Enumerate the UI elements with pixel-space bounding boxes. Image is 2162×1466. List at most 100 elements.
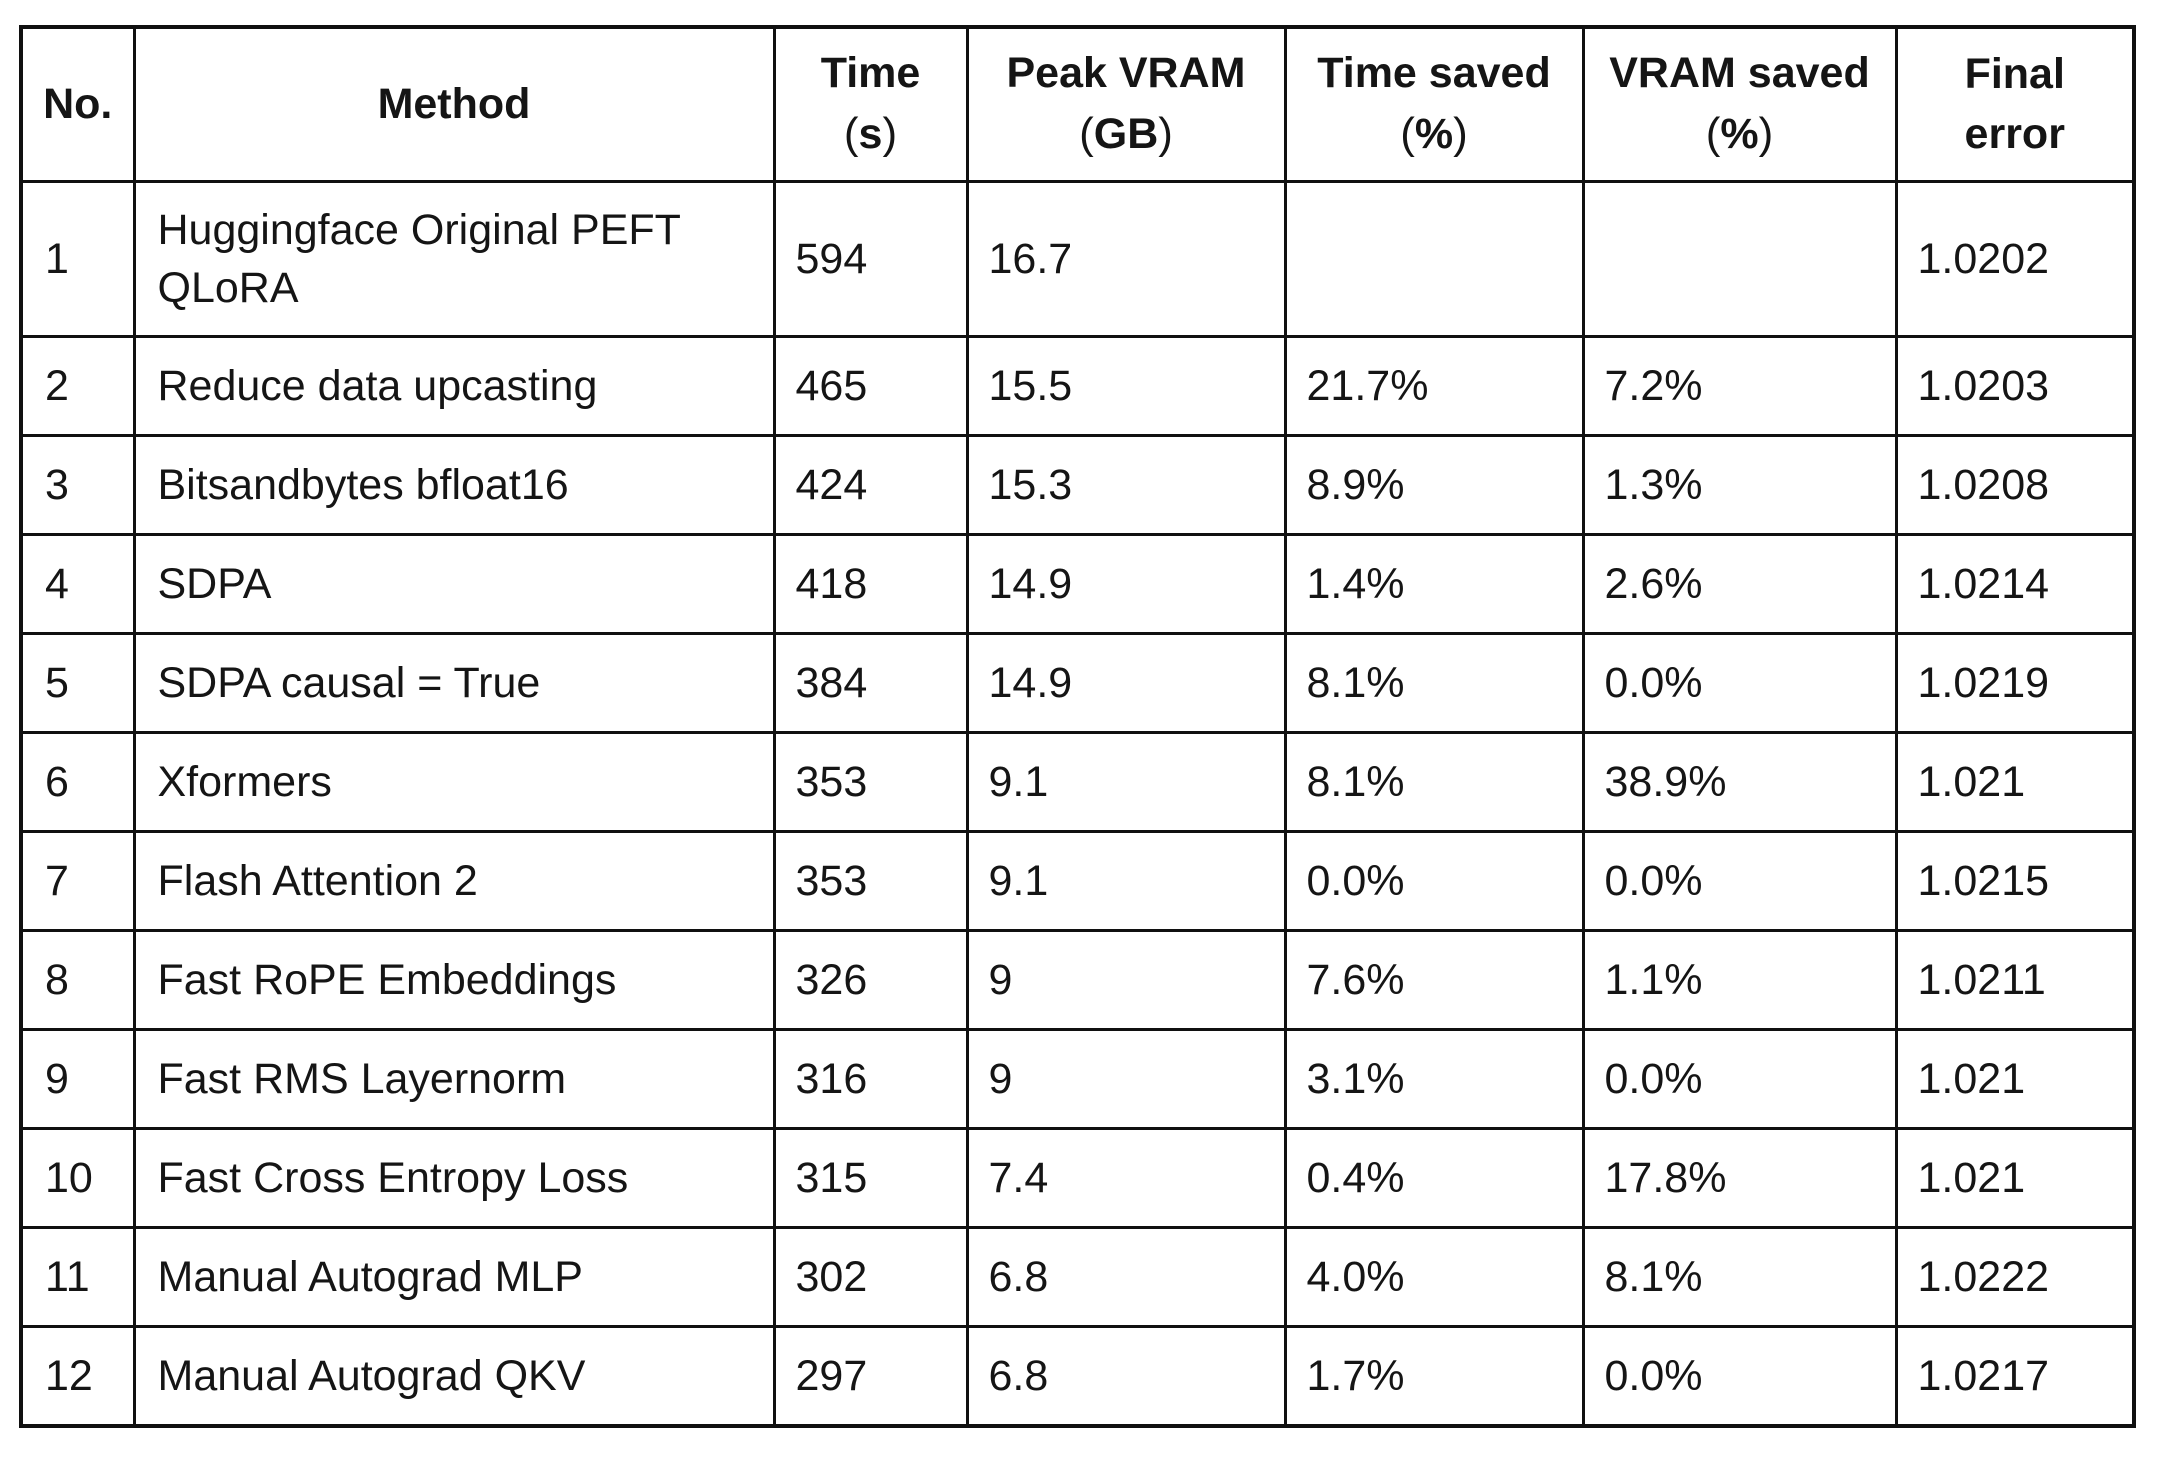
open-paren: (	[1079, 108, 1094, 158]
col-header-method: Method	[132, 25, 776, 183]
cell-vram-saved: 1.3%	[1581, 434, 1898, 536]
cell-no: 4	[19, 533, 136, 635]
cell-final-error: 1.021	[1894, 1028, 2136, 1130]
cell-time: 594	[772, 180, 969, 338]
cell-no: 3	[19, 434, 136, 536]
col-header-peak-vram-unit: (GB)	[975, 104, 1278, 165]
col-header-time-saved-unit: (%)	[1293, 104, 1576, 165]
table-row: 1 Huggingface Original PEFT QLoRA 594 16…	[19, 180, 2136, 338]
cell-method: Bitsandbytes bfloat16	[132, 434, 776, 536]
cell-time: 316	[772, 1028, 969, 1130]
col-header-vram-saved: VRAM saved (%)	[1581, 25, 1898, 183]
table-row: 3 Bitsandbytes bfloat16 424 15.3 8.9% 1.…	[19, 434, 2136, 536]
col-header-time-label: Time	[820, 49, 921, 98]
close-paren: )	[1158, 108, 1173, 158]
cell-final-error: 1.021	[1894, 731, 2136, 833]
cell-time-saved: 1.7%	[1283, 1325, 1585, 1428]
cell-time: 465	[772, 335, 969, 437]
cell-method: Fast RoPE Embeddings	[132, 929, 776, 1031]
cell-peak-vram: 6.8	[965, 1226, 1287, 1328]
cell-method: Manual Autograd MLP	[132, 1226, 776, 1328]
cell-peak-vram: 15.3	[965, 434, 1287, 536]
col-header-time-unit: (s)	[782, 104, 960, 165]
cell-vram-saved: 38.9%	[1581, 731, 1898, 833]
table-row: 12 Manual Autograd QKV 297 6.8 1.7% 0.0%…	[19, 1325, 2136, 1428]
col-header-vram-saved-label: VRAM saved	[1609, 49, 1870, 98]
cell-vram-saved: 7.2%	[1581, 335, 1898, 437]
cell-method: Xformers	[132, 731, 776, 833]
cell-vram-saved: 1.1%	[1581, 929, 1898, 1031]
cell-method: Flash Attention 2	[132, 830, 776, 932]
cell-time-saved: 1.4%	[1283, 533, 1585, 635]
table-row: 2 Reduce data upcasting 465 15.5 21.7% 7…	[19, 335, 2136, 437]
cell-method: Manual Autograd QKV	[132, 1325, 776, 1428]
table-body: 1 Huggingface Original PEFT QLoRA 594 16…	[19, 180, 2136, 1428]
unit-text: s	[858, 109, 883, 158]
col-header-final-error-label1: Final	[1964, 50, 2065, 99]
cell-method: Reduce data upcasting	[132, 335, 776, 437]
table-row: 11 Manual Autograd MLP 302 6.8 4.0% 8.1%…	[19, 1226, 2136, 1328]
cell-time-saved: 4.0%	[1283, 1226, 1585, 1328]
cell-time: 353	[772, 731, 969, 833]
cell-final-error: 1.0222	[1894, 1226, 2136, 1328]
cell-time-saved: 8.9%	[1283, 434, 1585, 536]
cell-vram-saved: 0.0%	[1581, 1325, 1898, 1428]
col-header-no-label: No.	[43, 79, 113, 128]
col-header-no: No.	[19, 25, 136, 183]
cell-vram-saved: 0.0%	[1581, 632, 1898, 734]
benchmark-table: No. Method Time (s) Peak VRAM (GB) Time …	[19, 25, 2136, 1428]
cell-no: 7	[19, 830, 136, 932]
col-header-vram-saved-unit: (%)	[1591, 104, 1889, 165]
cell-no: 9	[19, 1028, 136, 1130]
cell-no: 8	[19, 929, 136, 1031]
unit-text: %	[1414, 109, 1454, 158]
cell-vram-saved: 17.8%	[1581, 1127, 1898, 1229]
cell-time: 297	[772, 1325, 969, 1428]
col-header-final-error-label2: error	[1964, 109, 2065, 158]
cell-final-error: 1.0208	[1894, 434, 2136, 536]
cell-peak-vram: 9	[965, 1028, 1287, 1130]
col-header-time-saved-label: Time saved	[1317, 49, 1551, 98]
cell-peak-vram: 16.7	[965, 180, 1287, 338]
close-paren: )	[1453, 108, 1468, 158]
cell-final-error: 1.0202	[1894, 180, 2136, 338]
cell-vram-saved: 0.0%	[1581, 830, 1898, 932]
cell-final-error: 1.0219	[1894, 632, 2136, 734]
cell-no: 11	[19, 1226, 136, 1328]
cell-time-saved: 0.0%	[1283, 830, 1585, 932]
close-paren: )	[1758, 108, 1774, 158]
cell-time: 315	[772, 1127, 969, 1229]
cell-no: 10	[19, 1127, 136, 1229]
table-row: 9 Fast RMS Layernorm 316 9 3.1% 0.0% 1.0…	[19, 1028, 2136, 1130]
cell-method: SDPA causal = True	[132, 632, 776, 734]
cell-peak-vram: 7.4	[965, 1127, 1287, 1229]
cell-time: 326	[772, 929, 969, 1031]
cell-time-saved: 7.6%	[1283, 929, 1585, 1031]
cell-no: 1	[19, 180, 136, 338]
cell-vram-saved: 0.0%	[1581, 1028, 1898, 1130]
table-header: No. Method Time (s) Peak VRAM (GB) Time …	[19, 25, 2136, 183]
page: No. Method Time (s) Peak VRAM (GB) Time …	[19, 25, 2136, 1428]
cell-final-error: 1.0214	[1894, 533, 2136, 635]
cell-final-error: 1.0203	[1894, 335, 2136, 437]
unit-text: %	[1720, 109, 1759, 158]
cell-peak-vram: 6.8	[965, 1325, 1287, 1428]
col-header-final-error: Final error	[1894, 25, 2136, 183]
cell-final-error: 1.0211	[1894, 929, 2136, 1031]
cell-no: 2	[19, 335, 136, 437]
cell-time-saved: 0.4%	[1283, 1127, 1585, 1229]
open-paren: (	[1400, 108, 1415, 158]
cell-time: 384	[772, 632, 969, 734]
table-row: 8 Fast RoPE Embeddings 326 9 7.6% 1.1% 1…	[19, 929, 2136, 1031]
cell-vram-saved: 8.1%	[1581, 1226, 1898, 1328]
table-row: 5 SDPA causal = True 384 14.9 8.1% 0.0% …	[19, 632, 2136, 734]
cell-method: Fast RMS Layernorm	[132, 1028, 776, 1130]
cell-peak-vram: 14.9	[965, 632, 1287, 734]
cell-time: 424	[772, 434, 969, 536]
cell-peak-vram: 9.1	[965, 830, 1287, 932]
cell-peak-vram: 9.1	[965, 731, 1287, 833]
col-header-peak-vram-label: Peak VRAM	[1006, 49, 1246, 98]
cell-no: 12	[19, 1325, 136, 1428]
cell-vram-saved	[1581, 180, 1898, 338]
table-row: 7 Flash Attention 2 353 9.1 0.0% 0.0% 1.…	[19, 830, 2136, 932]
